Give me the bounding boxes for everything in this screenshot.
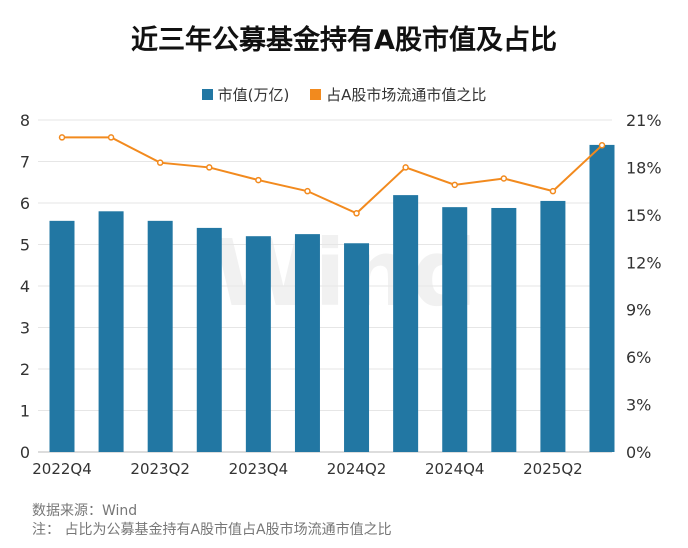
left-tick-label: 3 bbox=[20, 319, 30, 338]
legend-swatch-bar bbox=[201, 89, 213, 100]
footnote: 注： 占比为公募基金持有A股市值占A股市场流通市值之比 bbox=[32, 522, 392, 538]
line-point bbox=[451, 181, 458, 189]
legend-item-bar: 市值(万亿) bbox=[201, 84, 290, 105]
legend-label-line: 占A股市场流通市值之比 bbox=[326, 86, 487, 104]
bar bbox=[294, 234, 320, 452]
legend-swatch-line bbox=[310, 89, 322, 100]
bar bbox=[196, 227, 222, 452]
line-point bbox=[500, 175, 508, 182]
legend: 市值(万亿) 占A股市场流通市值之比 bbox=[0, 84, 688, 105]
x-tick-label: 2022Q4 bbox=[32, 460, 92, 478]
right-tick-label: 18% bbox=[626, 158, 662, 177]
line-point bbox=[353, 210, 360, 217]
left-tick-label: 0 bbox=[20, 443, 30, 462]
x-tick-label: 2023Q2 bbox=[130, 460, 190, 478]
right-tick-label: 21% bbox=[626, 111, 662, 130]
legend-label-bar: 市值(万亿) bbox=[217, 86, 290, 104]
bar bbox=[344, 243, 370, 452]
x-tick-label: 2023Q4 bbox=[229, 460, 289, 478]
line-point bbox=[58, 134, 66, 141]
line-point bbox=[549, 187, 557, 195]
left-tick-label: 7 bbox=[20, 153, 30, 172]
bar bbox=[442, 207, 468, 452]
line-point bbox=[206, 164, 213, 171]
left-tick-label: 4 bbox=[20, 277, 30, 296]
line-point bbox=[255, 176, 262, 184]
source-note: 数据来源：Wind bbox=[32, 503, 138, 519]
bar bbox=[589, 144, 615, 452]
line-point bbox=[107, 134, 115, 141]
bar bbox=[540, 200, 566, 452]
left-tick-label: 6 bbox=[20, 194, 30, 213]
line-point bbox=[402, 164, 409, 171]
left-tick-label: 1 bbox=[20, 402, 30, 421]
left-tick-label: 5 bbox=[20, 236, 30, 255]
ratio-line bbox=[62, 136, 603, 215]
x-tick-label: 2024Q2 bbox=[327, 460, 387, 478]
x-tick-label: 2025Q2 bbox=[523, 460, 583, 478]
bar bbox=[147, 220, 173, 452]
bar bbox=[49, 220, 75, 452]
right-tick-label: 12% bbox=[626, 253, 662, 272]
bar bbox=[98, 211, 124, 452]
chart-title: 近三年公募基金持有A股市值及占比 bbox=[131, 25, 557, 56]
legend-item-line: 占A股市场流通市值之比 bbox=[310, 84, 486, 105]
bar bbox=[491, 207, 517, 452]
right-tick-label: 0% bbox=[626, 443, 651, 462]
line-point bbox=[156, 159, 164, 166]
bar bbox=[393, 195, 419, 453]
line-point bbox=[304, 187, 311, 195]
left-tick-label: 8 bbox=[20, 111, 30, 130]
right-tick-label: 6% bbox=[626, 348, 651, 367]
notes: 数据来源：Wind 注： 占比为公募基金持有A股市值占A股市场流通市值之比 bbox=[32, 502, 392, 540]
right-tick-label: 3% bbox=[626, 396, 651, 415]
x-tick-label: 2024Q4 bbox=[425, 460, 485, 478]
bar bbox=[245, 236, 271, 452]
plot-area: Wind 0123456780%3%6%9%12%15%18%21%2022Q4… bbox=[20, 111, 662, 478]
right-tick-label: 9% bbox=[626, 301, 651, 320]
line-point bbox=[598, 142, 606, 149]
left-tick-label: 2 bbox=[20, 360, 30, 379]
right-tick-label: 15% bbox=[626, 206, 662, 225]
